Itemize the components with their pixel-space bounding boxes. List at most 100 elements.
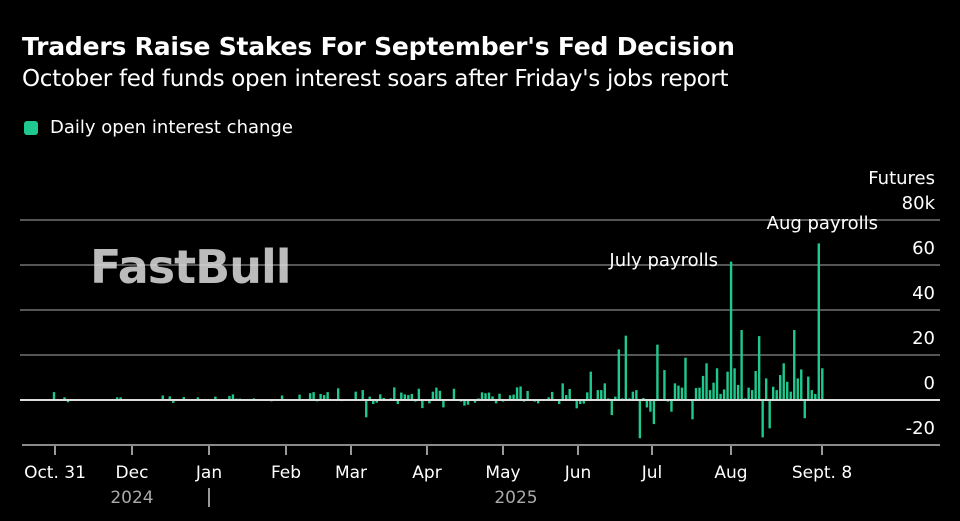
bar xyxy=(550,391,554,400)
bar xyxy=(771,386,775,400)
bar xyxy=(656,344,659,400)
bar xyxy=(600,390,603,400)
x-tick-label: Feb xyxy=(271,463,301,483)
bar xyxy=(582,400,585,404)
bar xyxy=(526,391,529,400)
bar xyxy=(547,397,550,400)
bar xyxy=(719,393,722,400)
bar xyxy=(484,393,487,400)
bar xyxy=(515,387,519,400)
bar xyxy=(684,357,687,400)
x-tick-label: Oct. 31 xyxy=(24,463,86,483)
bar xyxy=(670,400,673,412)
bar xyxy=(442,400,445,408)
bar xyxy=(729,261,733,400)
bar xyxy=(673,383,677,400)
bar xyxy=(757,336,761,400)
x-tick-label: May xyxy=(485,463,520,483)
bar xyxy=(708,390,712,400)
bar xyxy=(775,390,778,400)
bar xyxy=(428,400,431,404)
bar xyxy=(561,383,564,400)
bar xyxy=(761,400,764,438)
bar xyxy=(715,368,719,400)
bar xyxy=(782,363,785,400)
bar xyxy=(473,400,477,403)
bar xyxy=(796,378,799,400)
bar xyxy=(491,396,494,400)
x-year-label: 2024 xyxy=(110,488,153,508)
annotation-label: July payrolls xyxy=(608,250,718,271)
watermark-logo: FastBull xyxy=(90,240,291,294)
bar xyxy=(308,393,312,400)
bar xyxy=(649,400,652,412)
bar xyxy=(726,371,729,400)
bar xyxy=(680,387,684,400)
bar xyxy=(817,243,820,400)
x-tick-label: Aug xyxy=(714,463,747,483)
bar xyxy=(396,400,400,405)
x-tick-label: Apr xyxy=(412,463,441,483)
y-tick-label: 40 xyxy=(912,283,935,304)
bar xyxy=(512,394,515,400)
bar xyxy=(663,370,666,400)
bar xyxy=(361,390,364,400)
bar xyxy=(701,375,705,400)
bar xyxy=(568,388,571,400)
bar xyxy=(372,400,375,405)
bar xyxy=(807,376,810,400)
bar xyxy=(115,397,119,400)
bar xyxy=(814,393,817,400)
bar xyxy=(400,392,403,400)
bar xyxy=(603,383,606,400)
bar xyxy=(322,395,326,400)
bar xyxy=(712,382,715,400)
chart-subtitle: October fed funds open interest soars af… xyxy=(22,66,729,92)
bar xyxy=(677,385,680,400)
bar xyxy=(764,378,768,400)
bar xyxy=(119,397,122,400)
bar xyxy=(421,400,424,409)
x-tick-label: Jul xyxy=(641,463,663,483)
bar xyxy=(519,386,522,400)
bar xyxy=(431,391,435,400)
bar xyxy=(319,393,322,400)
bar xyxy=(631,391,635,400)
bar xyxy=(382,397,385,400)
bar xyxy=(642,397,645,400)
bar xyxy=(589,371,592,400)
chart-title: Traders Raise Stakes For September's Fed… xyxy=(22,32,735,61)
bar xyxy=(368,396,371,400)
bar xyxy=(182,397,186,400)
bar xyxy=(231,394,235,400)
bar xyxy=(508,395,512,400)
bar xyxy=(652,400,656,425)
bar xyxy=(793,330,796,400)
bar xyxy=(435,387,438,400)
bar xyxy=(722,389,726,400)
legend: Daily open interest change xyxy=(24,117,293,138)
x-tick-label: Sept. 8 xyxy=(792,463,852,483)
bar xyxy=(214,396,217,400)
bar xyxy=(740,330,743,400)
y-axis-label: Futures xyxy=(868,168,935,189)
bar xyxy=(379,394,382,400)
bar xyxy=(172,400,175,403)
bar xyxy=(768,400,771,429)
bar xyxy=(336,388,340,400)
bar xyxy=(466,400,470,405)
bar xyxy=(326,392,329,400)
bar xyxy=(280,395,284,400)
bar xyxy=(638,400,642,439)
bar xyxy=(63,397,66,400)
bar xyxy=(694,388,698,400)
x-tick-label: Dec xyxy=(116,463,149,483)
bar xyxy=(579,400,582,405)
x-year-label: 2025 xyxy=(494,488,537,508)
y-tick-label: 0 xyxy=(924,373,935,394)
bar xyxy=(800,369,803,400)
bar xyxy=(779,375,782,400)
bar xyxy=(645,400,649,408)
annotation-label: Aug payrolls xyxy=(767,213,878,234)
